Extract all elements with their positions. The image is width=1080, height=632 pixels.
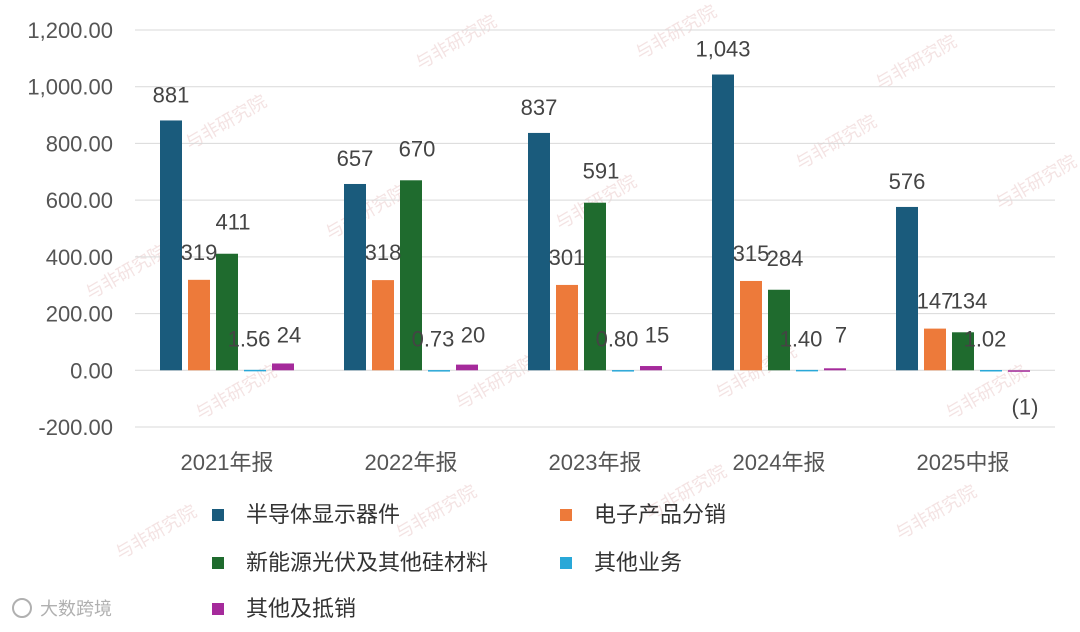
data-label: 591	[583, 159, 620, 184]
data-labels: 881 319 411 1.56 24 657 318 670 0.73 20 837 301 591 0…	[153, 37, 1039, 420]
data-label: 0.73	[412, 326, 455, 351]
data-label: (1)	[1012, 394, 1039, 419]
x-tick-label: 2022年报	[365, 450, 458, 475]
bar	[188, 279, 210, 371]
legend-label: 其他业务	[594, 550, 682, 575]
x-tick-label: 2025中报	[917, 450, 1010, 475]
data-label: 1,043	[695, 37, 750, 62]
data-label: 15	[645, 322, 669, 347]
bar	[216, 253, 238, 371]
watermark-text: 与非研究院	[992, 151, 1080, 214]
bar	[712, 74, 734, 371]
bar	[824, 368, 846, 371]
bar	[428, 370, 450, 372]
source-mark: 大数跨境	[12, 598, 112, 620]
legend-swatch	[560, 557, 572, 569]
bar	[924, 328, 946, 371]
data-label: 301	[549, 245, 586, 270]
y-tick-label: 1,200.00	[27, 18, 113, 43]
data-label: 319	[181, 240, 218, 265]
x-axis: 2021年报 2022年报 2023年报 2024年报 2025中报	[181, 450, 1010, 475]
data-label: 411	[215, 210, 250, 235]
data-label: 315	[733, 241, 770, 266]
data-label: 318	[365, 240, 402, 265]
watermark-text: 与非研究院	[392, 481, 480, 544]
bar	[796, 369, 818, 372]
bar	[400, 180, 422, 371]
source-mark-text: 大数跨境	[40, 599, 112, 620]
bar	[372, 280, 394, 371]
data-label: 20	[461, 322, 485, 347]
y-tick-label: 200.00	[46, 302, 113, 327]
legend-swatch	[212, 603, 224, 615]
watermark-text: 与非研究院	[872, 31, 960, 94]
watermark-text: 与非研究院	[892, 481, 980, 544]
data-label: 134	[951, 288, 988, 313]
legend-label: 新能源光伏及其他硅材料	[246, 550, 488, 575]
watermark-text: 与非研究院	[452, 351, 540, 414]
data-label: 147	[917, 289, 954, 314]
data-label: 1.02	[964, 326, 1007, 351]
y-tick-label: -200.00	[38, 415, 113, 440]
legend-label: 其他及抵销	[246, 596, 356, 621]
y-axis: -200.00 0.00 200.00 400.00 600.00 800.00 1,000…	[27, 18, 113, 440]
data-label: 657	[337, 146, 374, 171]
bar	[740, 280, 762, 371]
bar	[272, 363, 294, 371]
bar	[1008, 370, 1030, 372]
bar	[980, 369, 1002, 372]
watermark-text: 与非研究院	[322, 181, 410, 244]
data-label: 670	[399, 136, 436, 161]
y-tick-label: 800.00	[46, 131, 113, 156]
legend-swatch	[212, 509, 224, 521]
data-label: 284	[767, 246, 804, 271]
bar	[244, 369, 266, 372]
bar	[456, 364, 478, 371]
bar	[640, 366, 662, 371]
bar	[528, 132, 550, 371]
legend-label: 电子产品分销	[594, 502, 726, 527]
bar	[896, 206, 918, 371]
data-label: 7	[835, 322, 847, 347]
data-label: 0.80	[596, 326, 639, 351]
watermark-text: 与非研究院	[182, 91, 270, 154]
data-label: 1.40	[780, 326, 823, 351]
bar	[160, 120, 182, 371]
bars	[160, 74, 1030, 372]
legend-label: 半导体显示器件	[246, 502, 400, 527]
x-tick-label: 2024年报	[733, 450, 826, 475]
legend-swatch	[212, 557, 224, 569]
y-tick-label: 400.00	[46, 245, 113, 270]
watermark-text: 与非研究院	[792, 111, 880, 174]
legend-swatch	[560, 509, 572, 521]
data-label: 1.56	[228, 326, 271, 351]
x-tick-label: 2023年报	[549, 450, 642, 475]
data-label: 24	[277, 322, 301, 347]
watermark-text: 与非研究院	[112, 501, 200, 564]
y-tick-label: 600.00	[46, 188, 113, 213]
bar	[952, 332, 974, 371]
bar	[556, 284, 578, 371]
y-tick-label: 1,000.00	[27, 75, 113, 100]
bar	[344, 183, 366, 371]
data-label: 576	[889, 169, 926, 194]
bar	[768, 289, 790, 371]
data-label: 881	[153, 82, 190, 107]
data-label: 837	[521, 95, 558, 120]
source-logo-icon	[12, 598, 32, 618]
bar	[612, 370, 634, 372]
y-tick-label: 0.00	[70, 358, 113, 383]
watermark-text: 与非研究院	[412, 11, 500, 74]
bar	[584, 202, 606, 371]
x-tick-label: 2021年报	[181, 450, 274, 475]
